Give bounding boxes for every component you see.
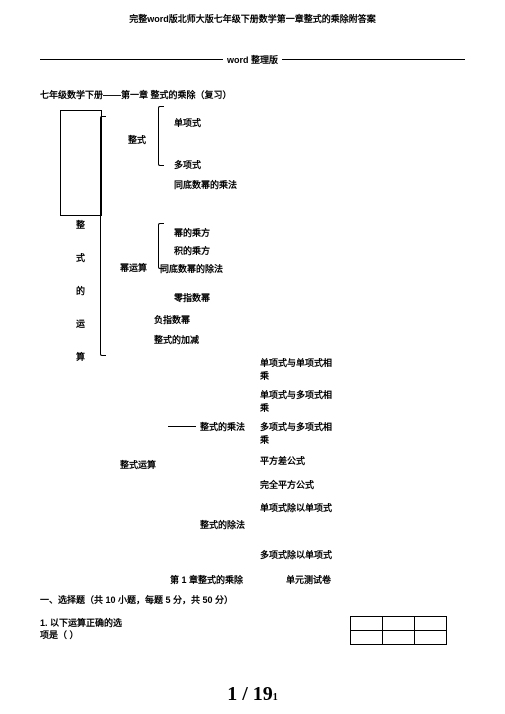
divider-left bbox=[40, 59, 223, 60]
l1-b: 式 bbox=[76, 251, 85, 264]
l1-a: 整 bbox=[76, 218, 85, 231]
question-section: 一、选择题（共 10 小题，每题 5 分，共 50 分） bbox=[40, 593, 233, 606]
l4e: 完全平方公式 bbox=[260, 478, 314, 491]
brace-2 bbox=[158, 106, 164, 166]
main-box bbox=[60, 110, 102, 216]
divider-row: word 整理版 bbox=[40, 53, 465, 66]
content-area: 七年级数学下册——第一章 整式的乘除（复习） 整 式 的 运 算 整式 幂运算 … bbox=[40, 88, 465, 648]
l4a: 单项式与单项式相乘 bbox=[260, 356, 340, 382]
l4g: 多项式除以单项式 bbox=[260, 548, 332, 561]
l3e: 积的乘方 bbox=[174, 244, 210, 257]
l1-d: 运 bbox=[76, 317, 85, 330]
l3g: 零指数幂 bbox=[174, 291, 210, 304]
l3c: 同底数幂的乘法 bbox=[174, 178, 237, 191]
page-number: 1 / 191 bbox=[0, 683, 505, 706]
l2b: 幂运算 bbox=[120, 261, 147, 274]
l3a: 单项式 bbox=[174, 116, 201, 129]
l4c: 多项式与多项式相乘 bbox=[260, 420, 340, 446]
l3k: 整式的除法 bbox=[200, 518, 246, 531]
divider-text: word 整理版 bbox=[223, 53, 282, 66]
l3f: 同底数幂的除法 bbox=[160, 262, 223, 275]
answer-grid bbox=[350, 616, 447, 645]
section-title: 七年级数学下册——第一章 整式的乘除（复习） bbox=[40, 88, 232, 101]
brace-1 bbox=[100, 116, 106, 356]
doc-header-title: 完整word版北师大版七年级下册数学第一章整式的乘除附答案 bbox=[0, 0, 505, 25]
divider-right bbox=[282, 59, 465, 60]
q1-line2: 项是（ ） bbox=[40, 628, 79, 641]
l2c: 整式运算 bbox=[120, 458, 156, 471]
l3d: 幂的乘方 bbox=[174, 226, 210, 239]
chapter-title: 第 1 章整式的乘除 bbox=[170, 573, 243, 586]
page-current: 1 bbox=[227, 683, 237, 705]
l3i: 整式的加减 bbox=[154, 333, 200, 346]
l2a: 整式 bbox=[128, 133, 146, 146]
l3h: 负指数幂 bbox=[154, 313, 190, 326]
l3j: 整式的乘法 bbox=[200, 420, 246, 433]
l1-e: 算 bbox=[76, 350, 85, 363]
page-total: 19 bbox=[253, 683, 273, 705]
l4f: 单项式除以单项式 bbox=[260, 501, 332, 514]
page-sep: / bbox=[242, 683, 248, 705]
chapter-sub: 单元测试卷 bbox=[286, 573, 331, 586]
l3b: 多项式 bbox=[174, 158, 201, 171]
l4b: 单项式与多项式相乘 bbox=[260, 388, 340, 414]
l1-c: 的 bbox=[76, 284, 85, 297]
page-dec: 1 bbox=[273, 692, 278, 703]
connector-line bbox=[168, 426, 196, 427]
l4d: 平方差公式 bbox=[260, 454, 305, 467]
